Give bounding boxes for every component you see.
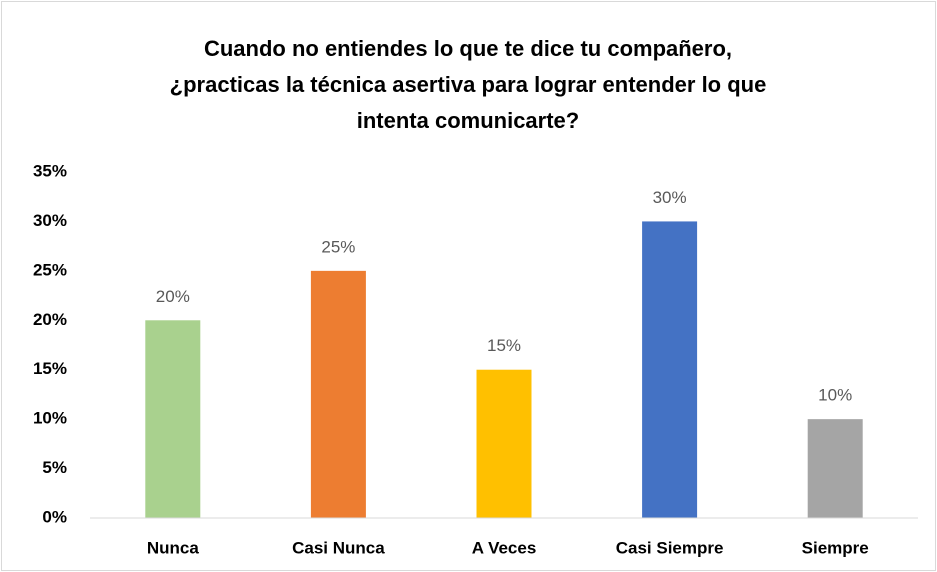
y-tick-label: 5% (42, 458, 67, 477)
x-tick-label: Siempre (802, 538, 869, 557)
bar (476, 369, 532, 518)
data-label: 30% (653, 188, 687, 207)
bar (642, 221, 698, 518)
bar (310, 270, 366, 518)
chart-title: ¿practicas la técnica asertiva para logr… (170, 72, 767, 97)
y-tick-label: 30% (33, 211, 67, 230)
chart-title: Cuando no entiendes lo que te dice tu co… (204, 36, 732, 61)
data-label: 25% (321, 237, 355, 256)
data-label: 10% (818, 386, 852, 405)
chart-title: intenta comunicarte? (357, 108, 579, 133)
y-tick-label: 35% (33, 161, 67, 180)
data-label: 15% (487, 336, 521, 355)
y-tick-label: 25% (33, 260, 67, 279)
x-tick-label: Casi Nunca (292, 538, 385, 557)
x-tick-label: Casi Siempre (616, 538, 724, 557)
x-tick-label: A Veces (472, 538, 537, 557)
x-tick-label: Nunca (147, 538, 200, 557)
bar (807, 419, 863, 518)
y-tick-label: 15% (33, 359, 67, 378)
y-tick-label: 10% (33, 409, 67, 428)
y-tick-label: 0% (42, 507, 67, 526)
data-label: 20% (156, 287, 190, 306)
y-tick-label: 20% (33, 310, 67, 329)
bar (145, 320, 201, 518)
